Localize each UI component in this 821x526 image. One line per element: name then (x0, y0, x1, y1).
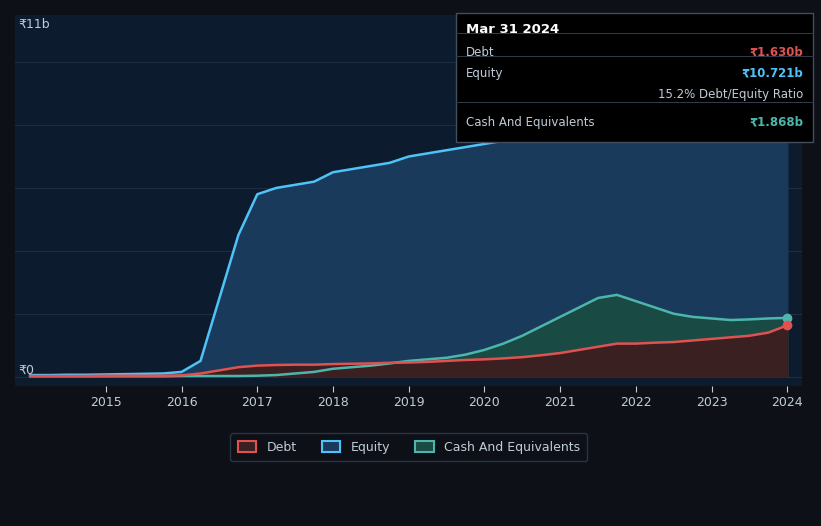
Text: Cash And Equivalents: Cash And Equivalents (466, 116, 594, 129)
Text: Equity: Equity (466, 67, 503, 80)
Text: 15.2% Debt/Equity Ratio: 15.2% Debt/Equity Ratio (658, 88, 803, 101)
Text: ₹0: ₹0 (19, 363, 34, 377)
Text: Mar 31 2024: Mar 31 2024 (466, 23, 559, 36)
Legend: Debt, Equity, Cash And Equivalents: Debt, Equity, Cash And Equivalents (230, 433, 587, 461)
Text: ₹10.721b: ₹10.721b (741, 67, 803, 80)
Text: ₹1.868b: ₹1.868b (749, 116, 803, 129)
Text: Debt: Debt (466, 46, 494, 59)
Text: ₹11b: ₹11b (19, 18, 50, 31)
Text: ₹1.630b: ₹1.630b (750, 46, 803, 59)
